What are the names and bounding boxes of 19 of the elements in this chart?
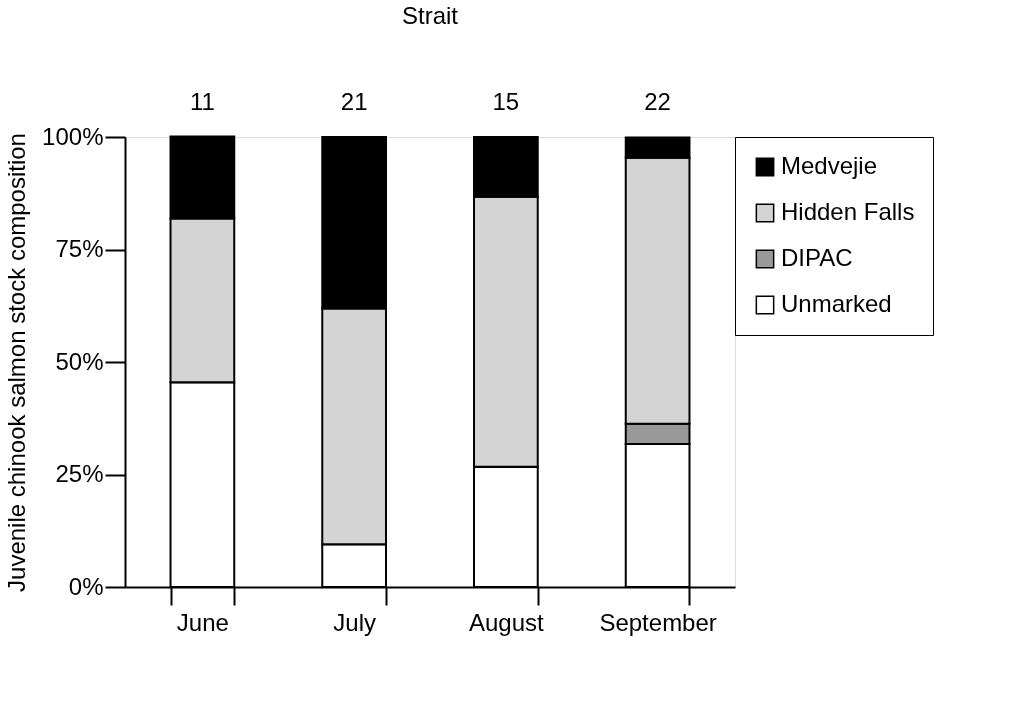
- legend-label: DIPAC: [781, 244, 853, 271]
- x-tick-label: June: [176, 608, 229, 636]
- x-tick-label: July: [333, 608, 376, 636]
- annotation: 15: [492, 88, 520, 115]
- legend-label: Medvejie: [781, 152, 878, 179]
- y-tick-label: 25%: [55, 460, 104, 487]
- legend-label: Unmarked: [781, 290, 892, 317]
- y-tick-label: 100%: [42, 122, 104, 150]
- annotation: 11: [189, 88, 215, 115]
- y-tick-label: 75%: [55, 235, 104, 262]
- annotation: 22: [644, 88, 671, 115]
- y-tick-label: 50%: [55, 347, 104, 375]
- annotation: 21: [340, 88, 368, 115]
- y-tick-label: 0%: [68, 572, 104, 600]
- x-tick-label: August: [469, 608, 545, 636]
- legend-label: Hidden Falls: [781, 198, 915, 225]
- x-tick-label: September: [599, 608, 717, 636]
- y-axis-title: Juvenile chinook salmon stock composition: [3, 133, 31, 592]
- chart-title: Strait: [401, 2, 459, 29]
